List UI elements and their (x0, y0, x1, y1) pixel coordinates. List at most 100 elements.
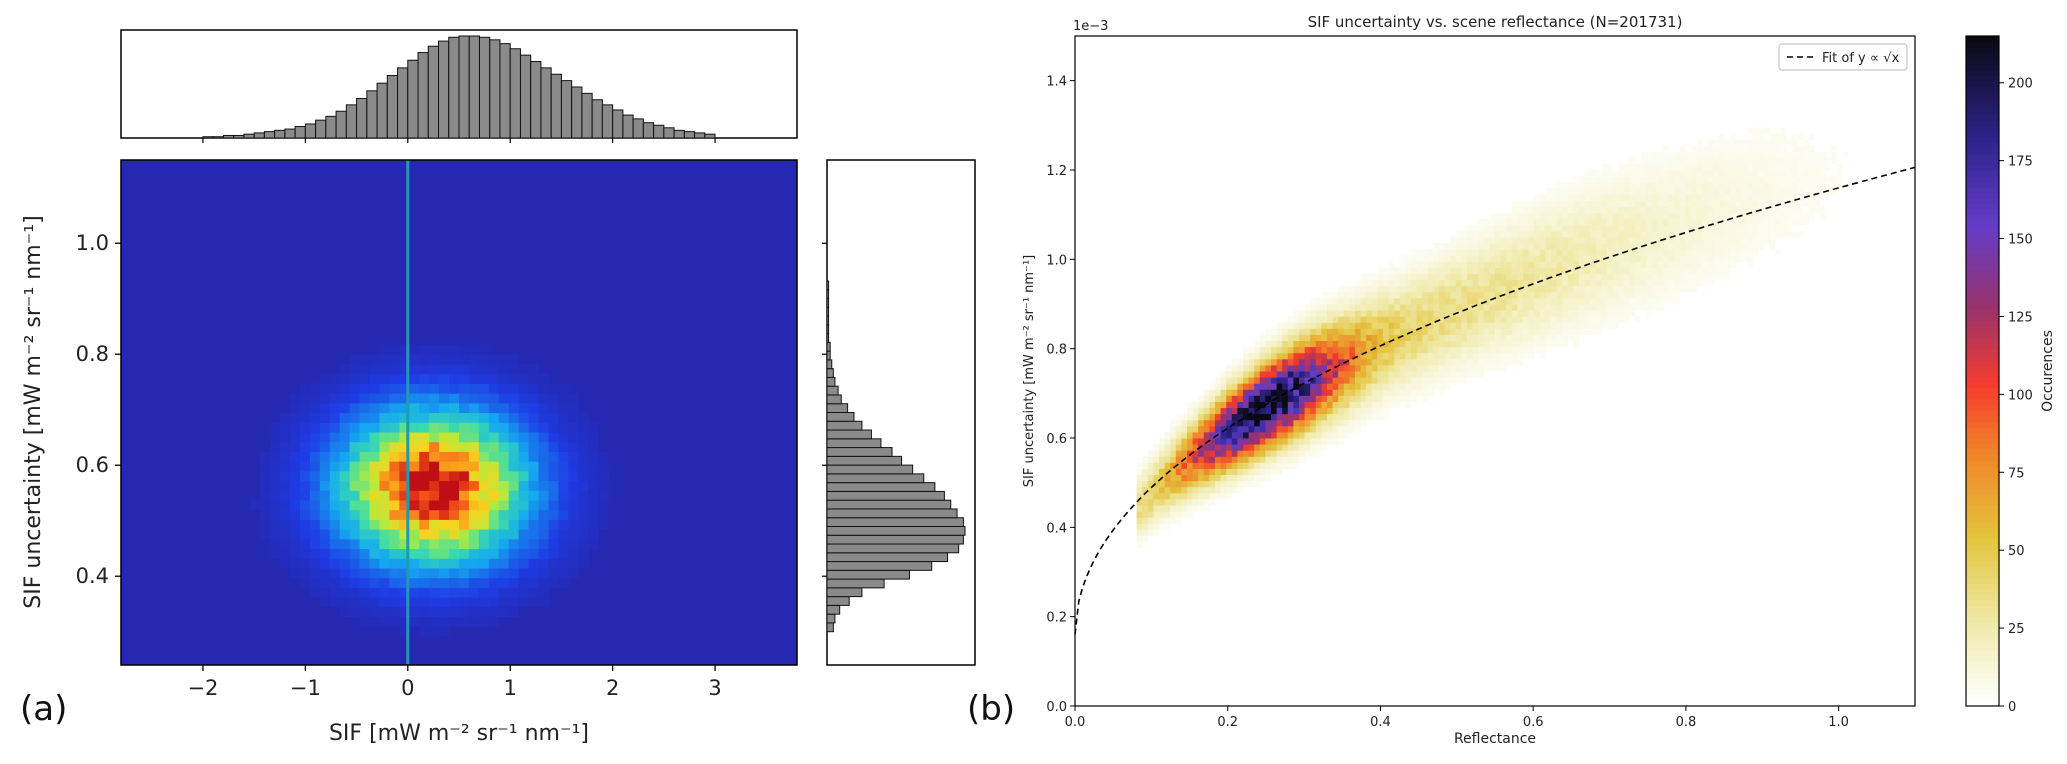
heatmap-cell (1411, 352, 1418, 360)
colorbar-segment (1966, 41, 1999, 48)
heatmap-cell (1612, 188, 1619, 195)
heatmap-cell (1461, 377, 1468, 384)
heatmap-cell (598, 509, 609, 520)
heatmap-cell (1371, 364, 1378, 372)
heatmap-cell (369, 587, 381, 598)
heatmap-cell (1327, 304, 1334, 311)
heatmap-cell (389, 529, 400, 540)
heatmap-cell (1170, 462, 1177, 469)
heatmap-cell (1506, 340, 1513, 348)
heatmap-cell (389, 577, 400, 588)
heatmap-cell (1170, 474, 1177, 482)
heatmap-cell (1719, 206, 1726, 214)
heatmap-cell (1299, 358, 1306, 366)
heatmap-cell (1416, 310, 1423, 317)
heatmap-cell (1439, 383, 1446, 390)
heatmap-cell (1674, 170, 1681, 177)
heatmap-cell (488, 548, 500, 559)
heatmap-cell (1192, 474, 1199, 482)
heatmap-cell (1657, 188, 1664, 195)
heatmap-cell (1511, 206, 1518, 214)
heatmap-cell (1332, 322, 1339, 329)
heatmap-cell (1623, 176, 1630, 183)
heatmap-cell (1730, 139, 1737, 147)
heatmap-cell (1741, 255, 1748, 262)
heatmap-cell (1702, 188, 1709, 195)
y-axis-a: 0.40.60.81.0 (76, 231, 121, 588)
heatmap-cell (1455, 316, 1462, 323)
heatmap-cell (1198, 407, 1205, 415)
heatmap-cell (1450, 267, 1457, 275)
x-tick-label: 1 (504, 676, 517, 700)
heatmap-cell (558, 383, 569, 394)
histogram-bar (826, 508, 958, 519)
heatmap-cell (1523, 212, 1530, 220)
histogram-bar (591, 99, 603, 139)
heatmap-cell (1629, 188, 1636, 195)
heatmap-cell (1590, 206, 1597, 214)
heatmap-cell (1679, 170, 1686, 177)
heatmap-cell (1590, 279, 1597, 287)
heatmap-cell (1349, 285, 1356, 293)
heatmap-cell (1635, 316, 1642, 323)
heatmap-cell (1691, 145, 1698, 153)
heatmap-cell (1724, 261, 1731, 268)
colorbar-tick-label: 150 (2008, 233, 2033, 248)
heatmap-cell (1175, 425, 1182, 433)
heatmap-cell (1315, 407, 1322, 415)
heatmap-cell (349, 412, 361, 423)
heatmap-cell (1455, 261, 1462, 268)
heatmap-cell (419, 363, 430, 375)
colorbar-segment (1966, 304, 1999, 311)
heatmap-cell (1411, 267, 1418, 275)
heatmap-cell (1730, 261, 1737, 268)
heatmap-cell (478, 441, 490, 452)
colorbar-segment (1966, 186, 1999, 193)
heatmap-cell (1209, 486, 1216, 494)
y-tick-label: 0.6 (76, 453, 109, 477)
heatmap-cell (1696, 261, 1703, 268)
heatmap-cell (1646, 249, 1653, 256)
heatmap-cell (1439, 352, 1446, 360)
heatmap-cell (1797, 151, 1804, 159)
heatmap-cell (1433, 310, 1440, 317)
heatmap-cell (1651, 230, 1658, 238)
histogram-bar (376, 82, 388, 139)
heatmap-cell (1489, 364, 1496, 372)
heatmap-cell (1668, 188, 1675, 195)
heatmap-cell (1483, 279, 1490, 287)
heatmap-cell (1528, 346, 1535, 354)
heatmap-cell (588, 490, 599, 501)
heatmap-cell (459, 363, 470, 375)
heatmap-cell (1562, 273, 1569, 281)
heatmap-cell (568, 451, 579, 462)
heatmap-cell (1629, 255, 1636, 262)
heatmap-cell (1567, 182, 1574, 189)
heatmap-cell (1735, 200, 1742, 208)
heatmap-cell (359, 363, 371, 375)
heatmap-cell (290, 412, 301, 423)
heatmap-cell (270, 529, 281, 540)
heatmap-cell (1287, 334, 1294, 342)
heatmap-cell (528, 461, 540, 472)
heatmap-cell (280, 519, 291, 530)
heatmap-cell (1299, 401, 1306, 409)
heatmap-cell (1601, 297, 1608, 305)
heatmap-cell (1556, 304, 1563, 311)
heatmap-cell (389, 538, 400, 550)
heatmap-cell (1159, 492, 1166, 500)
heatmap-cell (379, 490, 391, 501)
heatmap-cell (1203, 480, 1210, 488)
heatmap-cell (1657, 279, 1664, 287)
heatmap-cell (1724, 218, 1731, 226)
heatmap-cell (1282, 462, 1289, 469)
heatmap-cell (1259, 377, 1266, 384)
heatmap-cell (1360, 304, 1367, 311)
heatmap-cell (290, 490, 301, 501)
heatmap-cell (1427, 389, 1434, 396)
heatmap-cell (1651, 243, 1658, 250)
heatmap-cell (1808, 145, 1815, 153)
heatmap-cell (1265, 401, 1272, 409)
heatmap-cell (1679, 237, 1686, 244)
heatmap-cell (1444, 377, 1451, 384)
